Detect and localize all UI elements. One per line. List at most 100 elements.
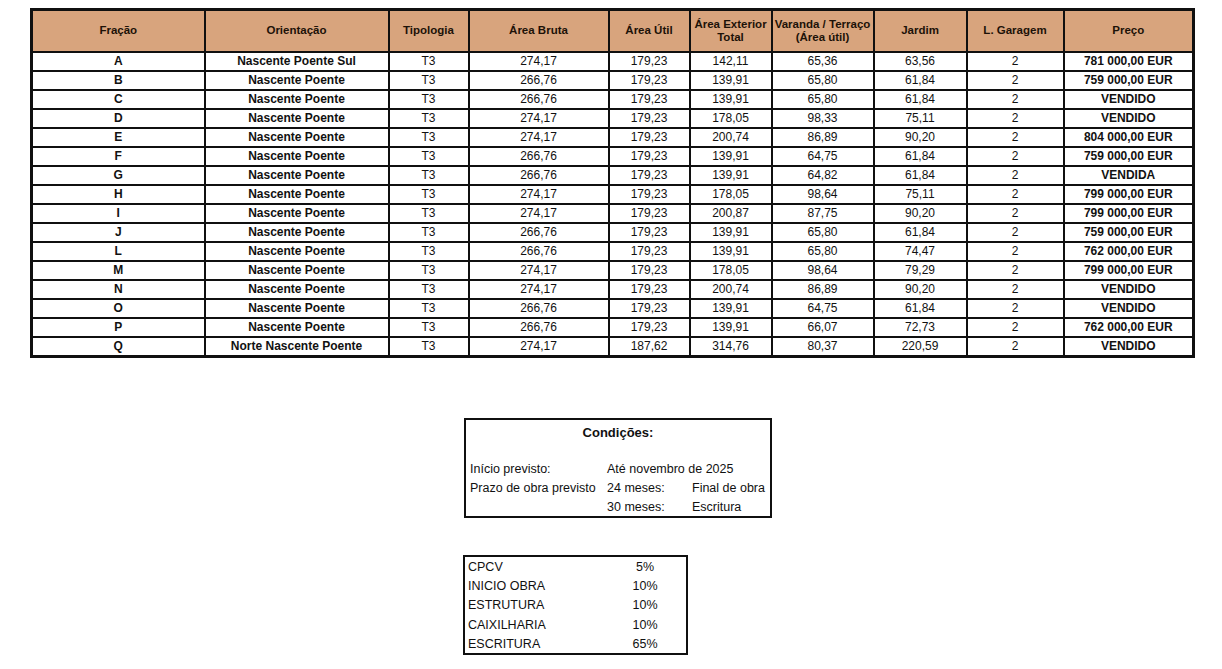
cell-F-0: F (32, 147, 205, 166)
cell-A-3: 274,17 (469, 52, 609, 71)
cell-I-0: I (32, 204, 205, 223)
cell-F-8: 2 (967, 147, 1064, 166)
payment-stage-percent: 10% (615, 598, 675, 612)
cell-M-9: 799 000,00 EUR (1064, 261, 1194, 280)
payment-stage-label: ESCRITURA (468, 637, 540, 651)
cell-N-6: 86,89 (772, 280, 874, 299)
cell-H-1: Nascente Poente (205, 185, 389, 204)
table-row-C: CNascente PoenteT3266,76179,23139,9165,8… (32, 90, 1194, 109)
cell-B-1: Nascente Poente (205, 71, 389, 90)
cell-A-7: 63,56 (874, 52, 967, 71)
table-row-N: NNascente PoenteT3274,17179,23200,7486,8… (32, 280, 1194, 299)
cell-E-1: Nascente Poente (205, 128, 389, 147)
cell-I-9: 799 000,00 EUR (1064, 204, 1194, 223)
cell-J-7: 61,84 (874, 223, 967, 242)
cell-G-4: 179,23 (609, 166, 690, 185)
cell-N-8: 2 (967, 280, 1064, 299)
table-row-A: ANascente Poente SulT3274,17179,23142,11… (32, 52, 1194, 71)
cell-A-9: 781 000,00 EUR (1064, 52, 1194, 71)
table-row-M: MNascente PoenteT3274,17179,23178,0598,6… (32, 261, 1194, 280)
cell-F-3: 266,76 (469, 147, 609, 166)
cell-D-8: 2 (967, 109, 1064, 128)
cell-N-9: VENDIDO (1064, 280, 1194, 299)
condition-middle-0: Até novembro de 2025 (607, 462, 733, 476)
cell-E-4: 179,23 (609, 128, 690, 147)
cell-P-0: P (32, 318, 205, 337)
cell-H-6: 98,64 (772, 185, 874, 204)
cell-E-2: T3 (389, 128, 469, 147)
cell-N-3: 274,17 (469, 280, 609, 299)
column-header-0: Fração (32, 10, 205, 52)
condition-right-2: Escritura (692, 500, 741, 514)
cell-I-4: 179,23 (609, 204, 690, 223)
cell-H-8: 2 (967, 185, 1064, 204)
cell-C-6: 65,80 (772, 90, 874, 109)
cell-L-7: 74,47 (874, 242, 967, 261)
cell-L-3: 266,76 (469, 242, 609, 261)
cell-Q-2: T3 (389, 337, 469, 357)
cell-M-1: Nascente Poente (205, 261, 389, 280)
cell-G-2: T3 (389, 166, 469, 185)
cell-P-9: 762 000,00 EUR (1064, 318, 1194, 337)
cell-B-3: 266,76 (469, 71, 609, 90)
fraction-price-table: FraçãoOrientaçãoTipologiaÁrea BrutaÁrea … (30, 8, 1192, 358)
cell-D-7: 75,11 (874, 109, 967, 128)
cell-C-5: 139,91 (690, 90, 772, 109)
cell-G-3: 266,76 (469, 166, 609, 185)
column-header-4: Área Útil (609, 10, 690, 52)
cell-L-9: 762 000,00 EUR (1064, 242, 1194, 261)
cell-P-3: 266,76 (469, 318, 609, 337)
payment-row-caixilharia: CAIXILHARIA10% (465, 618, 686, 637)
cell-A-2: T3 (389, 52, 469, 71)
cell-P-7: 72,73 (874, 318, 967, 337)
payment-stage-label: CPCV (468, 560, 503, 574)
cell-G-6: 64,82 (772, 166, 874, 185)
cell-L-5: 139,91 (690, 242, 772, 261)
cell-G-7: 61,84 (874, 166, 967, 185)
column-header-8: L. Garagem (967, 10, 1064, 52)
cell-P-6: 66,07 (772, 318, 874, 337)
cell-O-4: 179,23 (609, 299, 690, 318)
table-row-P: PNascente PoenteT3266,76179,23139,9166,0… (32, 318, 1194, 337)
cell-E-3: 274,17 (469, 128, 609, 147)
cell-M-3: 274,17 (469, 261, 609, 280)
cell-N-7: 90,20 (874, 280, 967, 299)
table-row-H: HNascente PoenteT3274,17179,23178,0598,6… (32, 185, 1194, 204)
column-header-3: Área Bruta (469, 10, 609, 52)
cell-Q-9: VENDIDO (1064, 337, 1194, 357)
cell-F-2: T3 (389, 147, 469, 166)
price-table-header: FraçãoOrientaçãoTipologiaÁrea BrutaÁrea … (32, 10, 1194, 52)
cell-B-5: 139,91 (690, 71, 772, 90)
cell-D-2: T3 (389, 109, 469, 128)
cell-L-8: 2 (967, 242, 1064, 261)
payment-stage-label: CAIXILHARIA (468, 618, 546, 632)
condition-middle-2: 30 meses: (607, 500, 665, 514)
cell-E-0: E (32, 128, 205, 147)
cell-D-6: 98,33 (772, 109, 874, 128)
cell-D-9: VENDIDO (1064, 109, 1194, 128)
cell-D-5: 178,05 (690, 109, 772, 128)
cell-M-2: T3 (389, 261, 469, 280)
cell-O-5: 139,91 (690, 299, 772, 318)
cell-L-6: 65,80 (772, 242, 874, 261)
cell-N-2: T3 (389, 280, 469, 299)
cell-P-2: T3 (389, 318, 469, 337)
cell-M-5: 178,05 (690, 261, 772, 280)
payment-row-inicio-obra: INICIO OBRA10% (465, 579, 686, 598)
cell-B-0: B (32, 71, 205, 90)
cell-A-5: 142,11 (690, 52, 772, 71)
cell-M-6: 98,64 (772, 261, 874, 280)
cell-N-0: N (32, 280, 205, 299)
condition-right-1: Final de obra (692, 481, 765, 495)
cell-B-2: T3 (389, 71, 469, 90)
cell-D-1: Nascente Poente (205, 109, 389, 128)
cell-J-5: 139,91 (690, 223, 772, 242)
cell-L-1: Nascente Poente (205, 242, 389, 261)
payment-stage-percent: 5% (615, 560, 675, 574)
cell-H-9: 799 000,00 EUR (1064, 185, 1194, 204)
table-row-F: FNascente PoenteT3266,76179,23139,9164,7… (32, 147, 1194, 166)
cell-N-5: 200,74 (690, 280, 772, 299)
column-header-1: Orientação (205, 10, 389, 52)
cell-F-5: 139,91 (690, 147, 772, 166)
payment-stage-percent: 65% (615, 637, 675, 651)
